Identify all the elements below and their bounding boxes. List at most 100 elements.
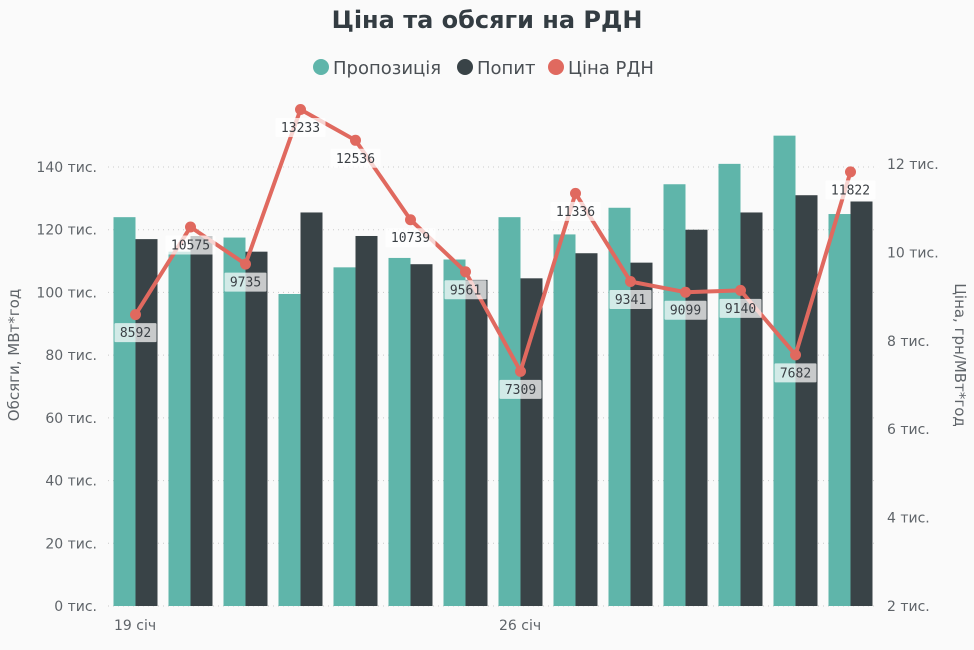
y-right-tick-label: 12 тис. [887, 157, 939, 173]
price-data-label-text: 12536 [336, 152, 375, 167]
demand-bar[interactable] [190, 235, 213, 606]
demand-bar[interactable] [355, 235, 378, 606]
price-data-label: 9140 [719, 298, 762, 318]
supply-bar[interactable] [498, 217, 521, 606]
y-right-axis-title: Ціна, грн/МВт*год [951, 283, 969, 427]
demand-bar[interactable] [245, 251, 268, 606]
price-data-label: 9099 [664, 300, 707, 320]
price-line-layer [130, 104, 856, 377]
demand-bar[interactable] [465, 279, 488, 606]
price-data-label-bg [550, 201, 601, 221]
price-point[interactable] [680, 286, 691, 298]
demand-bar[interactable] [410, 264, 433, 606]
price-line [133, 107, 853, 374]
y-left-tick-label: 20 тис. [45, 536, 97, 552]
price-data-label: 7682 [774, 363, 817, 383]
demand-bar[interactable] [740, 212, 763, 607]
price-point[interactable] [625, 276, 636, 288]
price-data-label-bg [275, 118, 326, 138]
legend-label-demand: Попит [477, 58, 536, 79]
demand-bar[interactable] [520, 278, 543, 606]
price-point[interactable] [460, 266, 471, 278]
price-data-label: 8592 [114, 323, 157, 343]
supply-bar[interactable] [113, 217, 136, 606]
y-right-tick-label: 2 тис. [887, 599, 930, 615]
price-data-label: 11336 [550, 201, 601, 221]
price-data-label-text: 13233 [281, 121, 320, 136]
price-point[interactable] [790, 349, 801, 361]
price-point[interactable] [845, 166, 856, 178]
demand-bar[interactable] [795, 195, 818, 606]
y-left-tick-label: 80 тис. [45, 348, 97, 364]
price-data-label-bg [330, 148, 381, 168]
supply-bar[interactable] [718, 163, 741, 606]
chart-title: Ціна та обсяги на РДН [332, 6, 643, 34]
supply-bar[interactable] [168, 251, 191, 606]
demand-bar[interactable] [685, 229, 708, 606]
price-data-label-bg [719, 298, 762, 318]
supply-bar[interactable] [223, 237, 246, 606]
supply-bar[interactable] [828, 214, 851, 607]
demand-bar[interactable] [630, 262, 653, 606]
price-data-labels: 8592 10575 9735 13233 12536 10739 9561 7309 1133… [114, 118, 876, 399]
price-point[interactable] [240, 258, 251, 270]
supply-bar[interactable] [663, 184, 686, 606]
legend-marker-price [548, 59, 564, 75]
demand-bar[interactable] [575, 253, 598, 606]
y-left-tick-label: 140 тис. [36, 160, 97, 176]
demand-bar[interactable] [850, 201, 873, 606]
price-data-label-bg [499, 379, 542, 399]
legend-item-supply[interactable]: Пропозиція [313, 58, 441, 79]
y-right-tick-label: 6 тис. [887, 422, 930, 438]
supply-bar[interactable] [443, 259, 466, 606]
y-left-axis-title: Обсяги, МВт*год [5, 289, 23, 421]
legend-label-supply: Пропозиція [333, 58, 441, 79]
price-data-label-bg [444, 280, 487, 300]
price-point[interactable] [185, 221, 196, 233]
y-right-ticks: 2 тис. 4 тис. 6 тис. 8 тис. 10 тис. 12 тис. [887, 157, 939, 615]
legend-item-demand[interactable]: Попит [457, 58, 536, 79]
legend-item-price[interactable]: Ціна РДН [548, 58, 654, 79]
x-axis-labels: 19 січ 26 січ [114, 618, 541, 634]
price-point[interactable] [515, 365, 526, 377]
legend: Пропозиція Попит Ціна РДН [313, 58, 654, 79]
y-left-tick-label: 100 тис. [36, 285, 97, 301]
legend-marker-supply [313, 59, 329, 75]
price-data-label-text: 7682 [780, 366, 811, 381]
price-data-label: 9341 [609, 290, 652, 310]
supply-bar[interactable] [333, 267, 356, 606]
price-data-label-text: 7309 [505, 383, 536, 398]
price-point[interactable] [130, 309, 141, 321]
price-data-label: 7309 [499, 379, 542, 399]
price-data-label-text: 11822 [831, 183, 870, 198]
price-data-label-text: 10739 [391, 231, 430, 246]
price-data-label: 9561 [444, 280, 487, 300]
price-data-label-bg [385, 228, 436, 248]
price-point[interactable] [570, 187, 581, 199]
price-data-label: 12536 [330, 148, 381, 168]
price-data-label: 10575 [165, 235, 216, 255]
price-data-label-bg [664, 300, 707, 320]
price-data-label: 13233 [275, 118, 326, 138]
legend-marker-demand [457, 59, 473, 75]
bars [113, 135, 873, 607]
price-point[interactable] [295, 104, 306, 116]
price-data-label-text: 11336 [556, 205, 595, 220]
price-point[interactable] [735, 284, 746, 296]
y-left-tick-label: 40 тис. [45, 474, 97, 490]
demand-bar[interactable] [300, 212, 323, 607]
y-left-tick-label: 0 тис. [54, 599, 97, 615]
price-data-label-text: 8592 [120, 326, 151, 341]
y-left-tick-label: 120 тис. [36, 223, 97, 239]
price-data-label: 11822 [825, 180, 876, 200]
price-data-label-text: 9140 [725, 302, 756, 317]
price-point[interactable] [405, 214, 416, 226]
x-tick-label: 26 січ [499, 618, 541, 634]
y-right-tick-label: 8 тис. [887, 334, 930, 350]
supply-bar[interactable] [278, 293, 301, 606]
supply-bar[interactable] [553, 234, 576, 607]
price-point[interactable] [350, 134, 361, 146]
price-data-label-bg [609, 290, 652, 310]
supply-bar[interactable] [388, 257, 411, 606]
